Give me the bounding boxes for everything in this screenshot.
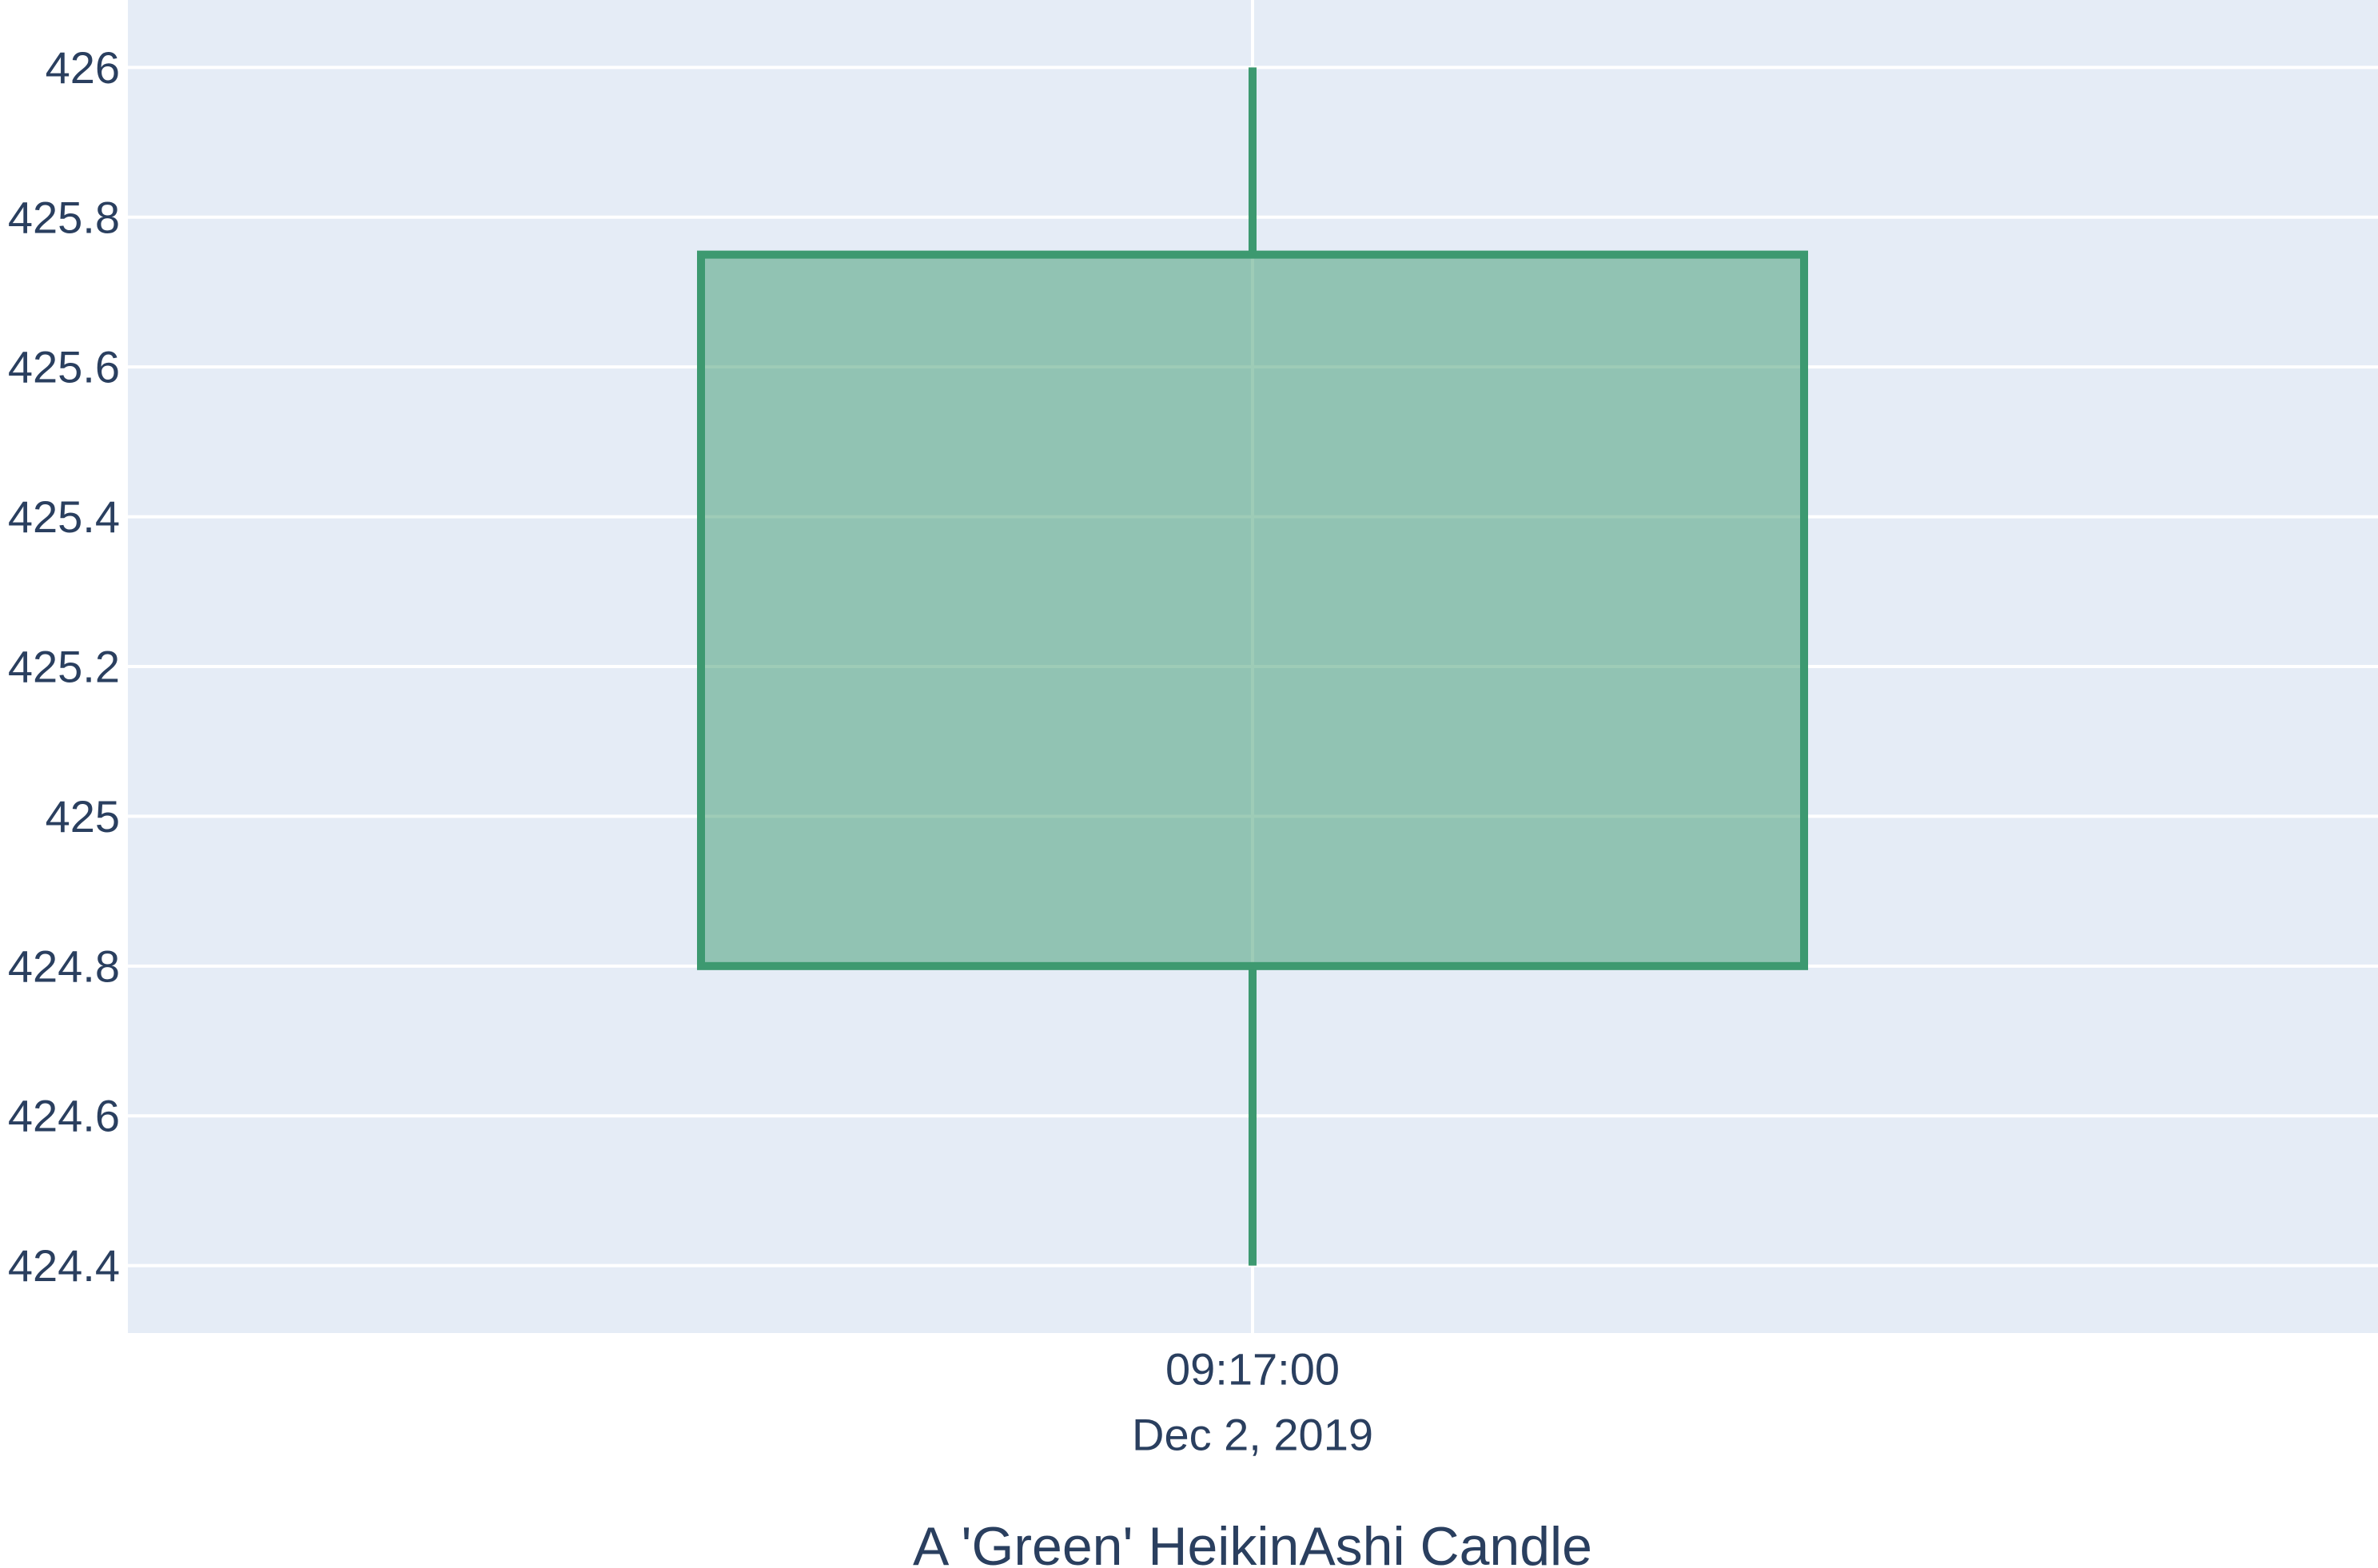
x-tick-label-date: Dec 2, 2019 (1132, 1410, 1373, 1460)
candles (697, 67, 1808, 1266)
chart-title: A 'Green' HeikinAshi Candle (913, 1516, 1592, 1568)
y-tick-label: 425.8 (8, 192, 120, 242)
candle-body (697, 250, 1808, 970)
y-tick-label: 425.2 (8, 642, 120, 692)
y-tick-label: 426 (46, 42, 120, 93)
y-tick-label: 425.4 (8, 491, 120, 542)
x-axis: 09:17:00 Dec 2, 2019 (1132, 1344, 1373, 1460)
y-tick-label: 425.6 (8, 342, 120, 392)
y-axis: 424.4 424.6 424.8 425 425.2 425.4 425.6 425.8 42… (8, 42, 120, 1291)
y-tick-label: 424.4 (8, 1240, 120, 1291)
y-tick-label: 425 (46, 791, 120, 842)
y-tick-label: 424.8 (8, 941, 120, 991)
x-tick-label-time: 09:17:00 (1165, 1344, 1340, 1395)
y-tick-label: 424.6 (8, 1091, 120, 1141)
